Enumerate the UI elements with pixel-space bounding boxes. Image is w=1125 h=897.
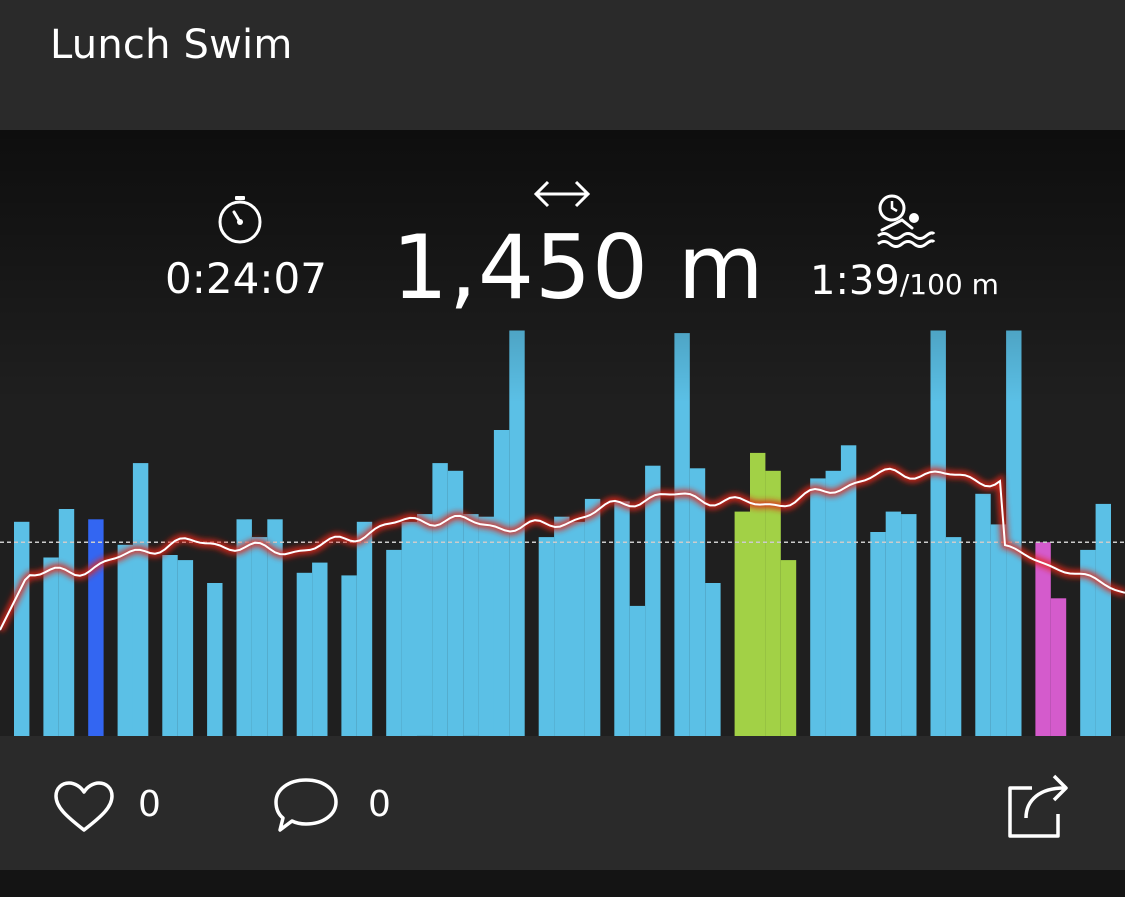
duration-value: 0:24:07: [165, 254, 327, 303]
likes-count: 0: [138, 784, 161, 825]
pace-time: 1:39: [810, 258, 900, 304]
comment-bubble-icon[interactable]: [272, 776, 340, 834]
bottom-bar: [0, 870, 1125, 897]
activity-header: Lunch Swim: [0, 0, 1125, 130]
distance-value: 1,450 m: [392, 216, 765, 319]
share-icon[interactable]: [1002, 766, 1074, 840]
stats-panel: 0:24:07 1,450 m 1:39/100 m: [0, 130, 1125, 736]
pace-value: 1:39/100 m: [810, 258, 999, 304]
activity-card[interactable]: Lunch Swim 0:24:07: [0, 0, 1125, 870]
swimmer-pace-icon: [876, 192, 936, 250]
double-arrow-icon: [532, 178, 592, 210]
comments-count: 0: [368, 784, 391, 825]
pace-unit: /100 m: [900, 268, 999, 301]
activity-title[interactable]: Lunch Swim: [50, 22, 293, 68]
heart-icon[interactable]: [52, 780, 116, 834]
stopwatch-icon: [214, 194, 266, 246]
social-footer: 0 0: [0, 736, 1125, 870]
